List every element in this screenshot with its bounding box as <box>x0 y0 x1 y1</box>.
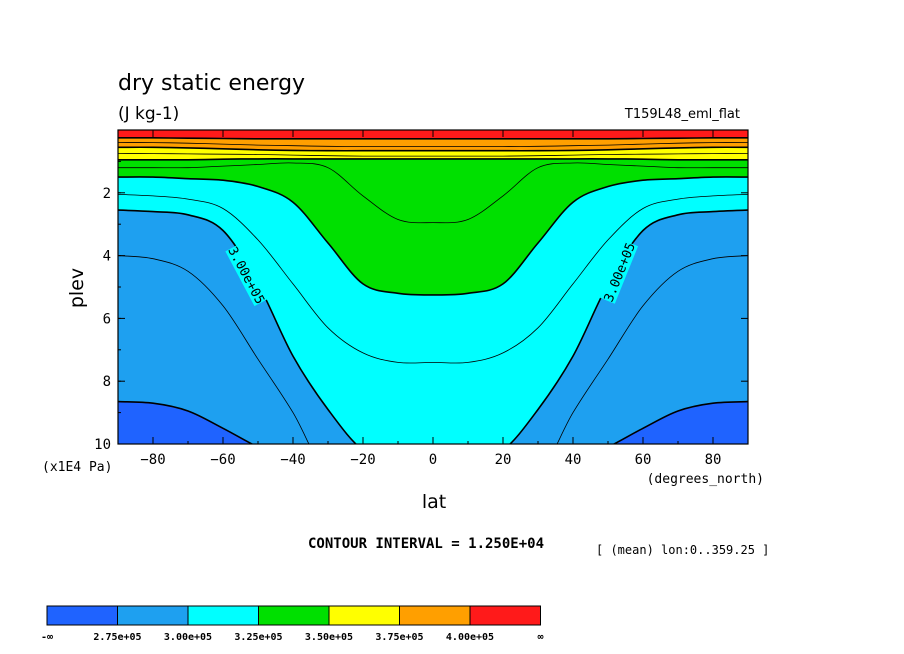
colorbar-swatch <box>328 605 400 626</box>
contour-3.625e+05 <box>118 153 748 157</box>
y-tick-label: 10 <box>94 437 111 453</box>
colorbar-swatch <box>399 605 471 626</box>
contour-3.875e+05 <box>118 142 748 148</box>
x-tick-label: 60 <box>635 452 652 468</box>
contour-lines <box>118 137 748 444</box>
colorbar: -∞ 2.75e+05 3.00e+05 3.25e+05 3.50e+05 3.75e+… <box>41 605 544 643</box>
x-tick-label: −80 <box>140 452 165 468</box>
colorbar-label: 4.00e+05 <box>446 632 494 643</box>
x-axis-label: lat <box>422 491 446 513</box>
x-tick-label: 40 <box>565 452 582 468</box>
colorbar-swatch <box>258 605 330 626</box>
contour-3.25e+05 <box>118 176 748 296</box>
colorbar-swatch <box>46 605 118 626</box>
x-tick-label: 80 <box>705 452 722 468</box>
colorbar-label: 2.75e+05 <box>93 632 141 643</box>
colorbar-label: 3.75e+05 <box>375 632 423 643</box>
x-tick-label: −40 <box>280 452 305 468</box>
experiment-label: T159L48_eml_flat <box>624 107 740 122</box>
axes: −80 −60 −40 −20 0 20 40 60 80 2 4 6 8 10 <box>94 130 749 468</box>
chart-units: (J kg-1) <box>118 104 179 124</box>
colorbar-label: 3.00e+05 <box>164 632 212 643</box>
contour-interval-note: CONTOUR INTERVAL = 1.250E+04 <box>308 536 544 552</box>
contour-2.75e+05 <box>118 400 748 444</box>
y-tick-label: 2 <box>103 186 111 202</box>
band-3.25e+05 <box>118 130 748 295</box>
contour-3.75e+05 <box>118 146 748 152</box>
y-tick-label: 6 <box>103 311 111 327</box>
y-axis-unit: (x1E4 Pa) <box>42 460 112 475</box>
y-axis-label: plev <box>66 268 88 308</box>
contour-2.875e+05 <box>118 255 748 444</box>
contour-3.00e+05 <box>118 209 748 444</box>
colorbar-label: ∞ <box>537 632 543 643</box>
mean-note: [ (mean) lon:0..359.25 ] <box>596 543 769 557</box>
colorbar-swatch <box>469 605 541 626</box>
y-tick-label: 8 <box>103 374 111 390</box>
contour-4.00e+05 <box>118 137 748 140</box>
x-tick-label: 20 <box>495 452 512 468</box>
y-tick-label: 4 <box>103 249 111 265</box>
contour-fills <box>118 130 748 444</box>
colorbar-swatch <box>187 605 259 626</box>
contour-3.50e+05 <box>118 158 748 161</box>
x-tick-label: −20 <box>350 452 375 468</box>
colorbar-label: 3.25e+05 <box>234 632 282 643</box>
contour-3.125e+05 <box>118 194 748 364</box>
x-tick-label: 0 <box>429 452 437 468</box>
colorbar-swatch <box>117 605 189 626</box>
colorbar-label: 3.50e+05 <box>305 632 353 643</box>
x-tick-label: −60 <box>210 452 235 468</box>
chart-title: dry static energy <box>118 71 305 96</box>
contour-3.375e+05 <box>118 162 748 224</box>
colorbar-label: -∞ <box>41 632 53 643</box>
x-axis-unit: (degrees_north) <box>647 472 764 487</box>
